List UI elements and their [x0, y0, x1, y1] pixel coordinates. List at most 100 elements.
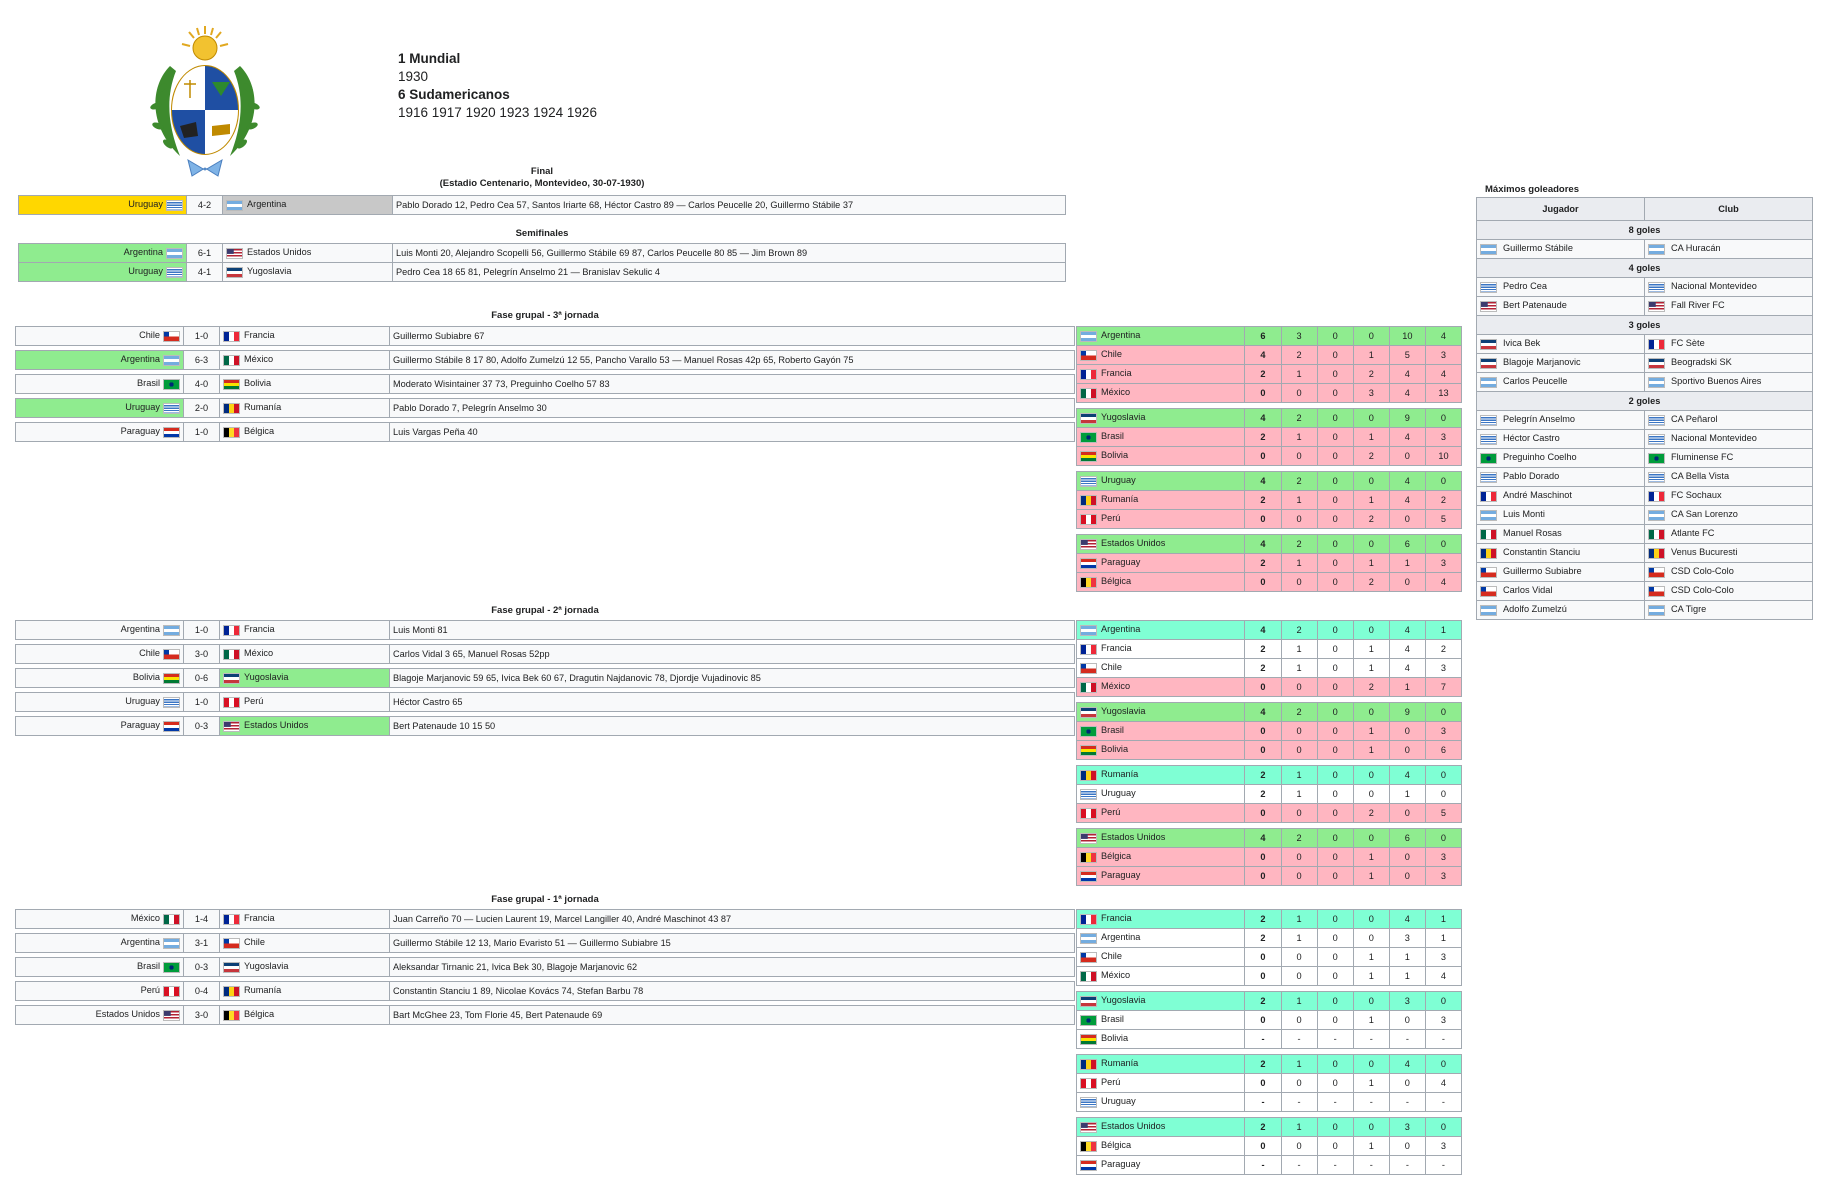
scorer-player: Pablo Dorado	[1476, 467, 1645, 487]
standings-team-name: Argentina	[1101, 330, 1141, 341]
scorer-club: CA Bella Vista	[1644, 467, 1813, 487]
standings-team: Argentina	[1075, 620, 1246, 640]
standings-row: Argentina 4 2 0 0 4 1	[1075, 620, 1463, 640]
uruguay-flag-icon	[166, 266, 183, 278]
standings-stat: 3	[1424, 721, 1463, 741]
standings-stat: 9	[1388, 408, 1426, 428]
standings-stat: 0	[1352, 765, 1390, 785]
match-score: 4-1	[186, 262, 223, 282]
match-away: Estados Unidos	[222, 243, 393, 263]
match-row: Uruguay 1-0 Perú Héctor Castro 65	[15, 692, 1075, 712]
match-away-name: Estados Unidos	[244, 720, 309, 731]
standings-stat: 0	[1316, 471, 1354, 491]
match-home-name: Brasil	[137, 961, 160, 972]
standings-stat: 0	[1316, 572, 1354, 592]
standings-row: Bolivia - - - - - -	[1075, 1029, 1463, 1049]
argentina-flag-icon	[166, 247, 183, 259]
standings-stat: 0	[1316, 639, 1354, 659]
standings-stat: 0	[1316, 740, 1354, 760]
header-line1: 1 Mundial	[398, 51, 461, 66]
round-matches-table: Chile 1-0 Francia Guillermo Subiabre 67 …	[15, 326, 1075, 442]
standings-stat: 4	[1244, 620, 1282, 640]
match-home-name: Argentina	[120, 354, 160, 365]
standings-stat: -	[1388, 1029, 1426, 1049]
scorer-player-name: Luis Monti	[1503, 509, 1545, 520]
standings-stat: 0	[1316, 991, 1354, 1011]
standings-stat: 0	[1244, 383, 1282, 403]
match-away: Yugoslavia	[219, 957, 390, 977]
round-standings-table: Argentina 4 2 0 0 4 1 Francia 2 1 0 1 4 2 Chile 2 1 0 1 4 3 M…	[1075, 620, 1463, 886]
standings-stat: 7	[1424, 677, 1463, 697]
standings-team: Paraguay	[1075, 553, 1246, 573]
scorer-player: Constantin Stanciu	[1476, 543, 1645, 563]
standings-team-name: Perú	[1101, 1077, 1121, 1088]
belgium-flag-icon	[223, 1009, 240, 1021]
match-away-name: Rumanía	[244, 985, 282, 996]
standings-stat: 10	[1388, 326, 1426, 346]
standings-stat: 0	[1244, 740, 1282, 760]
round-title: Fase grupal - 3ª jornada	[491, 310, 599, 321]
match-away-name: Francia	[244, 330, 275, 341]
match-goals: Bert Patenaude 10 15 50	[389, 716, 1075, 736]
match-row: Argentina 6-3 México Guillermo Stábile 8…	[15, 350, 1075, 370]
match-away: Yugoslavia	[219, 668, 390, 688]
standings-stat: 4	[1388, 639, 1426, 659]
scorer-player-name: Preguinho Coelho	[1503, 452, 1577, 463]
standings-team-name: Perú	[1101, 807, 1121, 818]
match-away: Rumanía	[219, 398, 390, 418]
scorers-group-label: 8 goles	[1476, 220, 1813, 240]
standings-stat: 4	[1388, 620, 1426, 640]
standings-stat: 1	[1424, 620, 1463, 640]
match-home: México	[15, 909, 184, 929]
standings-stat: 3	[1388, 991, 1426, 1011]
argentina-flag-icon	[1480, 243, 1497, 255]
standings-stat: 0	[1316, 1117, 1354, 1137]
standings-stat: 4	[1424, 364, 1463, 384]
scorer-row: Pedro Cea Nacional Montevideo	[1476, 277, 1813, 297]
standings-stat: 2	[1424, 639, 1463, 659]
match-away: Rumanía	[219, 981, 390, 1001]
standings-stat: 0	[1244, 1073, 1282, 1093]
final-title: Final (Estadio Centenario, Montevideo, 3…	[18, 166, 1066, 190]
belgium-flag-icon	[1080, 1140, 1097, 1152]
standings-team: Yugoslavia	[1075, 408, 1246, 428]
scorer-player: Ivica Bek	[1476, 334, 1645, 354]
scorer-club-name: CA San Lorenzo	[1671, 509, 1738, 520]
match-score: 0-4	[183, 981, 220, 1001]
mexico-flag-icon	[1080, 387, 1097, 399]
match-home-name: Chile	[139, 648, 160, 659]
standings-team-name: Francia	[1101, 368, 1132, 379]
brazil-flag-icon	[163, 378, 180, 390]
match-row: Brasil 0-3 Yugoslavia Aleksandar Tirnani…	[15, 957, 1075, 977]
standings-team: Perú	[1075, 803, 1246, 823]
argentina-flag-icon	[1648, 243, 1665, 255]
scorer-club: Fluminense FC	[1644, 448, 1813, 468]
standings-stat: 0	[1244, 1136, 1282, 1156]
uruguay-flag-icon	[1480, 281, 1497, 293]
scorer-player-name: Guillermo Subiabre	[1503, 566, 1582, 577]
match-score: 1-0	[183, 692, 220, 712]
standings-team: Bélgica	[1075, 847, 1246, 867]
standings-stat: 1	[1280, 427, 1318, 447]
standings-team-name: Rumanía	[1101, 769, 1139, 780]
standings-stat: 0	[1280, 740, 1318, 760]
standings-stat: 2	[1352, 446, 1390, 466]
standings-stat: 0	[1352, 471, 1390, 491]
standings-stat: 0	[1352, 702, 1390, 722]
match-away: Perú	[219, 692, 390, 712]
standings-stat: 0	[1424, 1054, 1463, 1074]
standings-stat: 0	[1280, 509, 1318, 529]
standings-stat: 0	[1316, 966, 1354, 986]
standings-team-name: Bélgica	[1101, 576, 1132, 587]
standings-team-name: Brasil	[1101, 431, 1124, 442]
standings-stat: 2	[1244, 364, 1282, 384]
match-home-name: Argentina	[120, 937, 160, 948]
standings-stat: 0	[1280, 866, 1318, 886]
standings-stat: 1	[1352, 966, 1390, 986]
standings-stat: 0	[1424, 702, 1463, 722]
standings-stat: 0	[1316, 509, 1354, 529]
mexico-flag-icon	[163, 913, 180, 925]
page-header: 1 Mundial 1930 6 Sudamericanos 1916 1917…	[398, 50, 597, 122]
match-row: Argentina 1-0 Francia Luis Monti 81	[15, 620, 1075, 640]
scorer-player-name: Blagoje Marjanovic	[1503, 357, 1581, 368]
